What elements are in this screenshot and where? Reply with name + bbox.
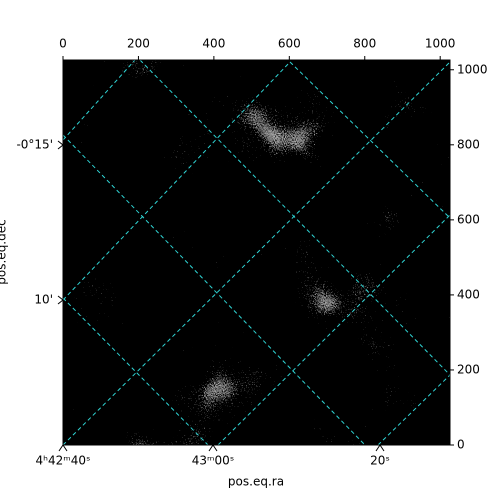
dark-blob xyxy=(344,159,376,191)
sky-image xyxy=(63,60,450,445)
y-tick-label: 400 xyxy=(457,287,480,301)
ra-tick-label: 20ˢ xyxy=(370,454,390,468)
dec-tick-label: -0°15' xyxy=(16,138,53,152)
ra-tick-label: 43ᵐ00ˢ xyxy=(192,454,235,468)
x-axis-label: pos.eq.ra xyxy=(228,475,284,489)
ra-tick xyxy=(58,444,68,452)
x-tick-label: 400 xyxy=(202,37,225,51)
dec-tick-label: 10' xyxy=(34,293,53,307)
wcs-grid xyxy=(63,60,450,445)
y-tick-label: 600 xyxy=(457,212,480,226)
y-axis-label: pos.eq.dec xyxy=(0,219,9,284)
y-tick-label: 200 xyxy=(457,362,480,376)
dec-tick xyxy=(57,140,64,150)
plot-frame xyxy=(62,59,451,446)
y-tick-label: 0 xyxy=(457,438,465,452)
image-pixels xyxy=(63,60,450,445)
x-tick-label: 0 xyxy=(59,37,67,51)
x-tick-label: 200 xyxy=(127,37,150,51)
ra-tick xyxy=(208,444,218,452)
ra-tick-label: 4ʰ42ᵐ40ˢ xyxy=(36,454,91,468)
x-tick-label: 1000 xyxy=(425,37,456,51)
y-tick-label: 800 xyxy=(457,137,480,151)
y-tick-label: 1000 xyxy=(457,62,488,76)
dec-tick xyxy=(57,295,64,305)
x-tick-label: 800 xyxy=(353,37,376,51)
dark-blob xyxy=(409,237,441,269)
ra-tick xyxy=(375,444,385,452)
dark-blob xyxy=(327,60,363,93)
x-tick-label: 600 xyxy=(278,37,301,51)
